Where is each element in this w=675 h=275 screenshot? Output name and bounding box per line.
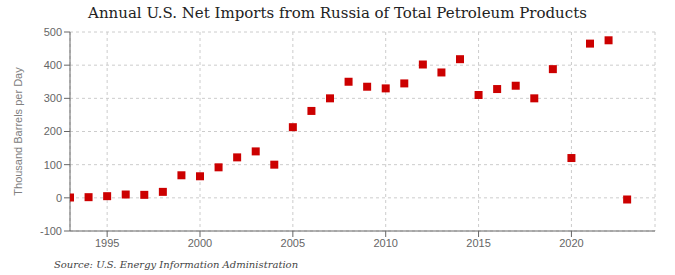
svg-text:200: 200 — [44, 125, 62, 137]
html-text:Annual U.S. Net Imports from R: Annual U.S. Net Imports from Russia of T… — [88, 4, 587, 22]
svg-text:2005: 2005 — [281, 237, 305, 249]
svg-text:300: 300 — [44, 92, 62, 104]
svg-text:-100: -100 — [40, 225, 62, 237]
svg-text:0: 0 — [56, 192, 62, 204]
svg-text:Thousand Barrels per Day: Thousand Barrels per Day — [12, 67, 24, 196]
html-text:Source: U.S. Energy Informatio: Source: U.S. Energy Information Administ… — [54, 259, 299, 270]
svg-text:2010: 2010 — [373, 237, 397, 249]
svg-text:500: 500 — [44, 26, 62, 38]
svg-text:2020: 2020 — [559, 237, 583, 249]
svg-text:400: 400 — [44, 59, 62, 71]
svg-text:2000: 2000 — [188, 237, 212, 249]
svg-text:2015: 2015 — [466, 237, 490, 249]
svg-text:1995: 1995 — [95, 237, 119, 249]
svg-text:100: 100 — [44, 159, 62, 171]
